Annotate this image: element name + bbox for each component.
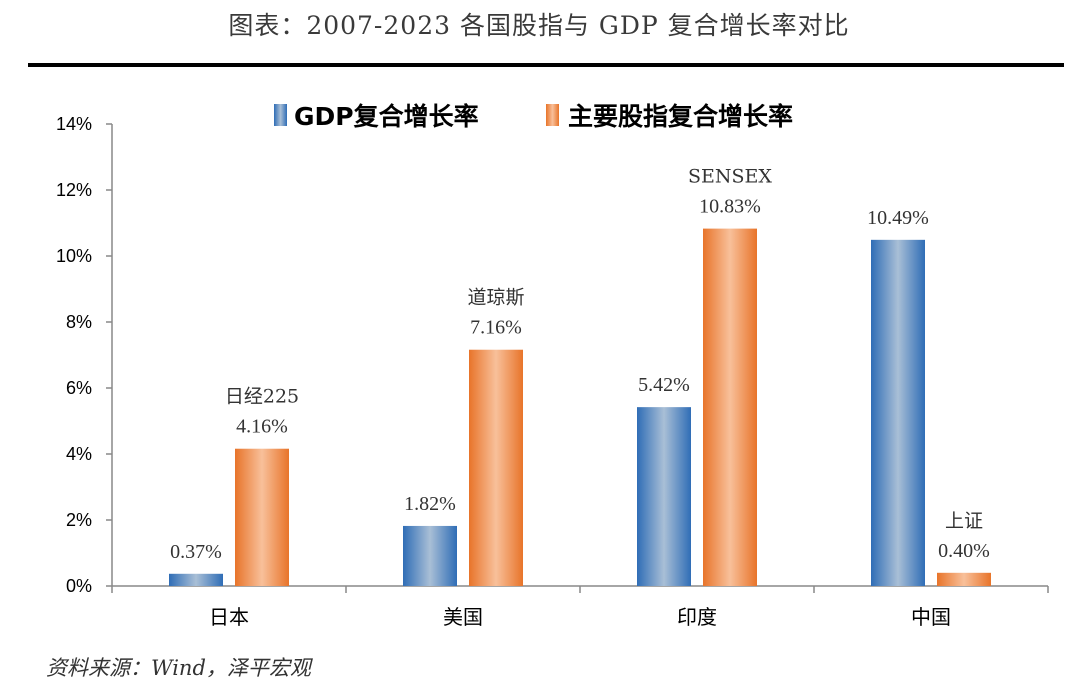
index-bar	[937, 572, 991, 586]
bar-chart: GDP复合增长率 主要股指复合增长率 0% 2% 4% 6% 8% 10% 12% 14% 日本 美…	[56, 102, 1049, 629]
index-bar	[235, 448, 289, 586]
x-tick-label: 印度	[677, 605, 717, 629]
index-name-label: SENSEX	[688, 166, 772, 188]
gdp-bar	[637, 407, 691, 586]
index-value-label: 10.83%	[699, 196, 761, 218]
index-bar	[703, 228, 757, 587]
index-bar	[469, 349, 523, 586]
y-tick-label: 10%	[56, 246, 92, 266]
y-tick-label: 2%	[66, 510, 92, 530]
y-tick-label: 6%	[66, 378, 92, 398]
y-tick-label: 12%	[56, 180, 92, 200]
chart-data-labels: 0.37% 4.16% 日经225 1.82% 7.16% 道琼斯 5.42% 10.83% S…	[170, 166, 990, 563]
y-tick-label: 0%	[66, 576, 92, 596]
index-value-label: 0.40%	[938, 540, 990, 562]
legend-swatch-gdp	[274, 104, 287, 126]
gdp-value-label: 1.82%	[404, 493, 456, 515]
x-tick-label: 日本	[209, 605, 249, 629]
gdp-value-label: 5.42%	[638, 374, 690, 396]
gdp-bar	[169, 573, 223, 586]
chart-title: 图表：2007-2023 各国股指与 GDP 复合增长率对比	[228, 11, 850, 40]
gdp-value-label: 10.49%	[867, 207, 929, 229]
index-name-label: 日经225	[225, 386, 299, 408]
chart-bars	[169, 228, 991, 587]
index-name-label: 道琼斯	[467, 287, 524, 309]
legend-label-gdp: GDP复合增长率	[294, 102, 479, 131]
y-tick-label: 14%	[56, 114, 92, 134]
x-tick-label: 美国	[443, 605, 483, 629]
index-value-label: 7.16%	[470, 317, 522, 339]
y-tick-label: 4%	[66, 444, 92, 464]
gdp-value-label: 0.37%	[170, 541, 222, 563]
gdp-bar	[871, 239, 925, 586]
title-divider	[28, 63, 1064, 67]
index-name-label: 上证	[945, 510, 983, 532]
legend-swatch-index	[546, 104, 559, 126]
x-tick-label: 中国	[911, 605, 951, 629]
y-tick-label: 8%	[66, 312, 92, 332]
chart-axes: 0% 2% 4% 6% 8% 10% 12% 14% 日本 美国 印度 中国	[56, 114, 1049, 629]
chart-legend: GDP复合增长率 主要股指复合增长率	[274, 102, 793, 131]
index-value-label: 4.16%	[236, 416, 288, 438]
legend-label-index: 主要股指复合增长率	[568, 102, 793, 131]
source-note: 资料来源：Wind，泽平宏观	[46, 656, 311, 680]
gdp-bar	[403, 525, 457, 586]
